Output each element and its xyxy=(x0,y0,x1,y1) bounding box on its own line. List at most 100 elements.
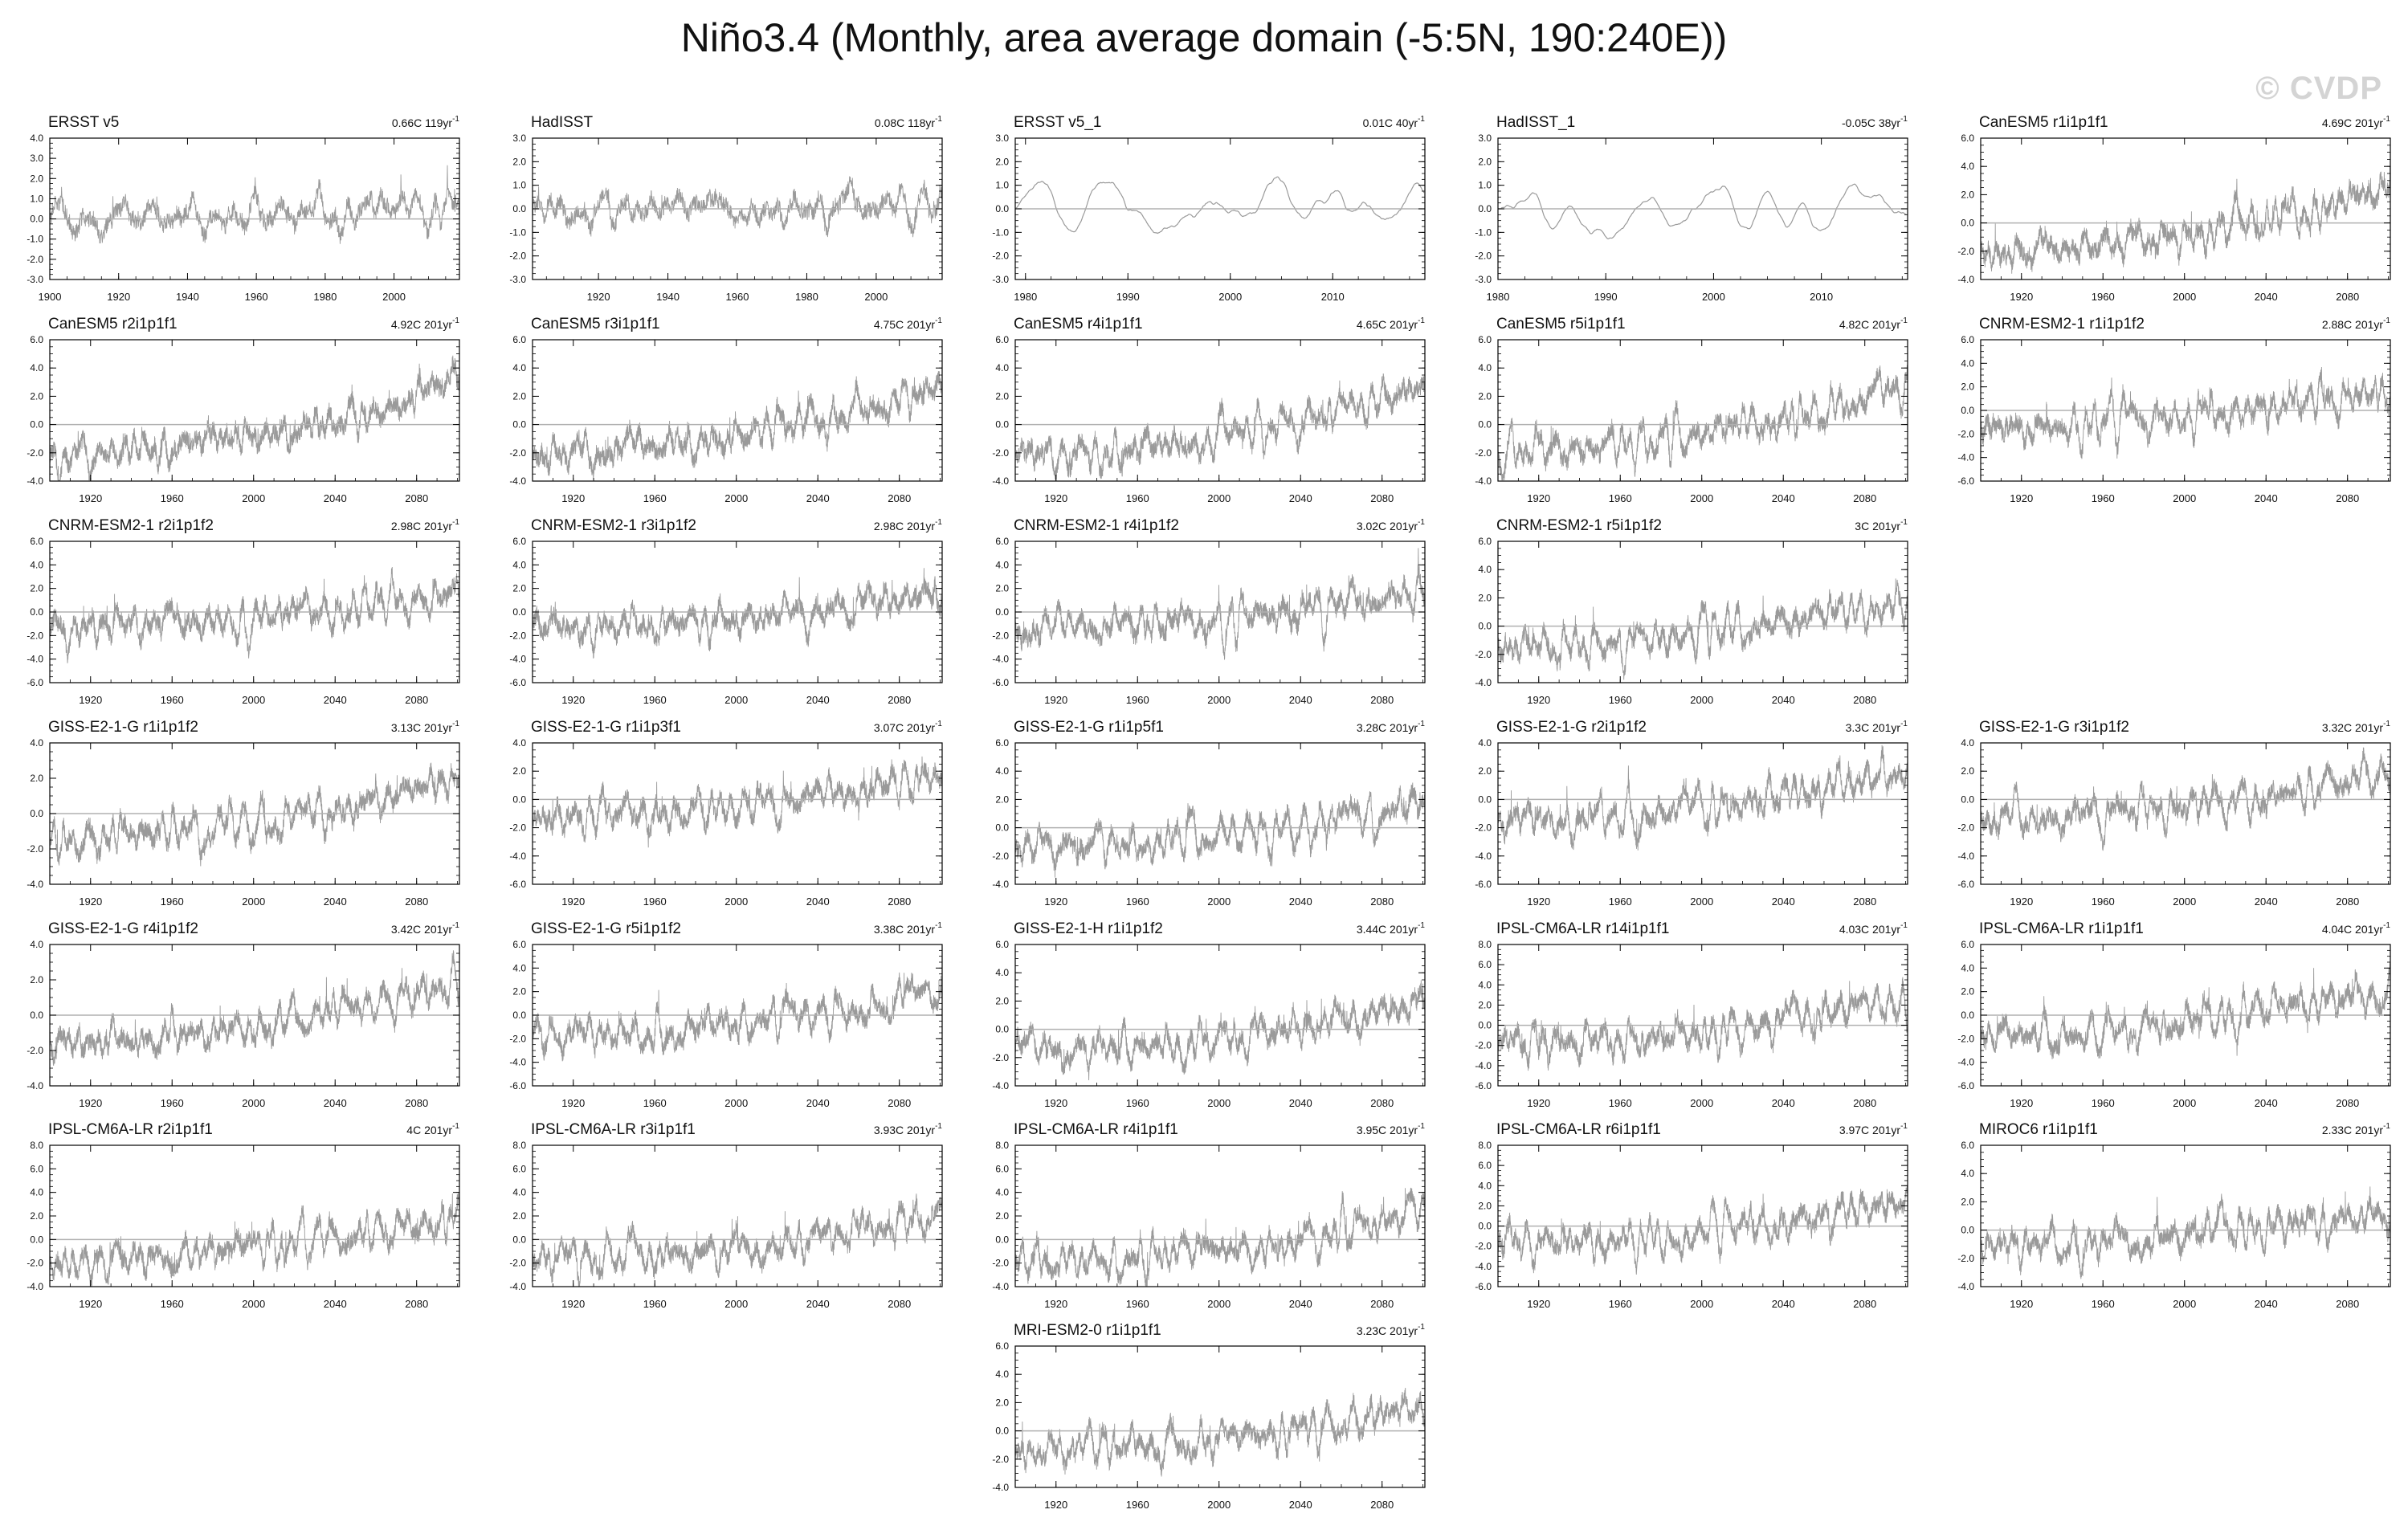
x-tick-label: 2040 xyxy=(2255,1097,2278,1109)
y-tick-label: -1.0 xyxy=(509,226,526,238)
y-tick-label: 0.0 xyxy=(995,1024,1009,1035)
y-tick-label: 0.0 xyxy=(995,419,1009,430)
series-line xyxy=(1014,548,1426,660)
x-tick-label: 1920 xyxy=(587,291,610,303)
y-tick-label: 6.0 xyxy=(1961,939,1974,950)
y-tick-label: 2.0 xyxy=(1961,986,1974,998)
y-tick-label: 2.0 xyxy=(1961,381,1974,393)
x-tick-label: 1920 xyxy=(1044,694,1067,706)
panel-label: CNRM-ESM2-1 r2i1p1f2 xyxy=(48,517,214,534)
y-tick-label: 2.0 xyxy=(1478,1200,1492,1211)
y-tick-label: 4.0 xyxy=(995,559,1009,570)
panel-label: HadISST_1 xyxy=(1496,114,1575,131)
y-tick-label: -2.0 xyxy=(1475,251,1492,262)
series-line xyxy=(1980,366,2391,459)
y-tick-label: -4.0 xyxy=(1475,851,1492,862)
y-tick-label: 4.0 xyxy=(1961,737,1974,749)
y-tick-label: 2.0 xyxy=(995,995,1009,1006)
y-tick-label: -6.0 xyxy=(1957,475,1974,487)
x-tick-label: 2080 xyxy=(405,1097,428,1109)
x-tick-label: 1920 xyxy=(79,1097,102,1109)
y-tick-label: 4.0 xyxy=(30,737,43,749)
series-line xyxy=(1014,1187,1426,1287)
series-line xyxy=(1014,980,1426,1081)
y-tick-label: 2.0 xyxy=(30,583,43,594)
y-tick-label: -2.0 xyxy=(27,447,43,459)
trend-label: 3.13C 201yr-1 xyxy=(391,720,460,734)
y-tick-label: 4.0 xyxy=(512,362,526,373)
x-tick-label: 2000 xyxy=(1207,492,1231,504)
x-tick-label: 2080 xyxy=(1853,1298,1876,1310)
y-tick-label: -4.0 xyxy=(1475,475,1492,487)
panel-giss-e2-1-h-r1i1p1f2: GISS-E2-1-H r1i1p1f2 3.44C 201yr-1 6.0 4.0 2… xyxy=(992,920,1426,1109)
x-tick-label: 1960 xyxy=(1609,694,1632,706)
x-tick-label: 2000 xyxy=(382,291,406,303)
y-tick-label: 4.0 xyxy=(1478,1180,1492,1191)
y-tick-label: 0.0 xyxy=(1961,218,1974,229)
y-tick-label: -2.0 xyxy=(27,1045,43,1056)
x-tick-label: 1920 xyxy=(561,694,585,706)
series-line xyxy=(1980,747,2391,851)
y-tick-label: 0.0 xyxy=(995,822,1009,834)
panel-cnrm-esm2-1-r5i1p1f2: CNRM-ESM2-1 r5i1p1f2 3C 201yr-1 6.0 4.0 2.0 0… xyxy=(1475,517,1908,706)
panel-label: GISS-E2-1-G r1i1p3f1 xyxy=(531,719,681,736)
trend-label: 4.65C 201yr-1 xyxy=(1357,316,1426,331)
y-tick-label: -4.0 xyxy=(509,1281,526,1292)
y-tick-label: 2.0 xyxy=(512,583,526,594)
panel-ipsl-cm6a-lr-r1i1p1f1: IPSL-CM6A-LR r1i1p1f1 4.04C 201yr-1 6.0 4.0… xyxy=(1957,920,2391,1109)
y-tick-label: 2.0 xyxy=(1961,189,1974,200)
series-line xyxy=(1014,373,1426,480)
y-tick-label: 2.0 xyxy=(512,986,526,998)
y-tick-label: -4.0 xyxy=(27,1080,43,1091)
y-tick-label: 1.0 xyxy=(512,180,526,191)
x-tick-label: 1960 xyxy=(1126,492,1149,504)
y-tick-label: 4.0 xyxy=(995,765,1009,777)
y-tick-label: 6.0 xyxy=(995,737,1009,749)
series-line xyxy=(532,972,943,1062)
y-tick-label: -4.0 xyxy=(992,1281,1009,1292)
panel-label: MRI-ESM2-0 r1i1p1f1 xyxy=(1014,1322,1161,1339)
y-tick-label: -4.0 xyxy=(1957,1281,1974,1292)
trend-label: 2.88C 201yr-1 xyxy=(2322,316,2391,331)
y-tick-label: 2.0 xyxy=(512,156,526,167)
series-line xyxy=(1980,962,2391,1059)
series-line xyxy=(532,371,943,480)
panel-giss-e2-1-g-r4i1p1f2: GISS-E2-1-G r4i1p1f2 3.42C 201yr-1 4.0 2.0 0… xyxy=(27,920,460,1109)
y-tick-label: -4.0 xyxy=(509,654,526,665)
x-tick-label: 2040 xyxy=(324,492,347,504)
y-tick-label: 0.0 xyxy=(1961,794,1974,805)
x-tick-label: 2080 xyxy=(1853,492,1876,504)
y-tick-label: -2.0 xyxy=(27,254,43,265)
y-tick-label: 2.0 xyxy=(995,390,1009,402)
y-tick-label: 6.0 xyxy=(1478,1160,1492,1171)
x-tick-label: 2080 xyxy=(1370,1499,1394,1511)
x-tick-label: 1920 xyxy=(1527,1298,1550,1310)
y-tick-label: -2.0 xyxy=(1957,246,1974,257)
x-tick-label: 2040 xyxy=(806,492,830,504)
x-tick-label: 2040 xyxy=(324,694,347,706)
trend-label: 0.66C 119yr-1 xyxy=(392,115,460,129)
panel-mri-esm2-0-r1i1p1f1: MRI-ESM2-0 r1i1p1f1 3.23C 201yr-1 6.0 4.0 2.… xyxy=(992,1322,1426,1511)
y-tick-label: 4.0 xyxy=(30,559,43,570)
x-tick-label: 2040 xyxy=(1289,1499,1312,1511)
x-tick-label: 2000 xyxy=(242,492,265,504)
y-tick-label: -2.0 xyxy=(509,1033,526,1044)
x-tick-label: 2080 xyxy=(1853,694,1876,706)
x-tick-label: 1960 xyxy=(643,1298,667,1310)
panel-label: CanESM5 r1i1p1f1 xyxy=(1979,114,2108,131)
y-tick-label: 0.0 xyxy=(1478,419,1492,430)
y-tick-label: 3.0 xyxy=(30,153,43,164)
y-tick-label: 1.0 xyxy=(30,193,43,204)
x-tick-label: 2080 xyxy=(405,896,428,908)
y-tick-label: -4.0 xyxy=(1475,1060,1492,1071)
panel-giss-e2-1-g-r3i1p1f2: GISS-E2-1-G r3i1p1f2 3.32C 201yr-1 4.0 2.0 0… xyxy=(1957,719,2391,908)
panel-label: CNRM-ESM2-1 r1i1p1f2 xyxy=(1979,316,2145,333)
x-tick-label: 2040 xyxy=(2255,896,2278,908)
panel-label: GISS-E2-1-G r4i1p1f2 xyxy=(48,920,198,937)
trend-label: 0.08C 118yr-1 xyxy=(875,115,943,129)
y-tick-label: 6.0 xyxy=(30,536,43,547)
panel-label: IPSL-CM6A-LR r1i1p1f1 xyxy=(1979,920,2144,937)
series-line xyxy=(532,1193,943,1287)
y-tick-label: -4.0 xyxy=(1957,1057,1974,1068)
x-tick-label: 2080 xyxy=(1370,1298,1394,1310)
